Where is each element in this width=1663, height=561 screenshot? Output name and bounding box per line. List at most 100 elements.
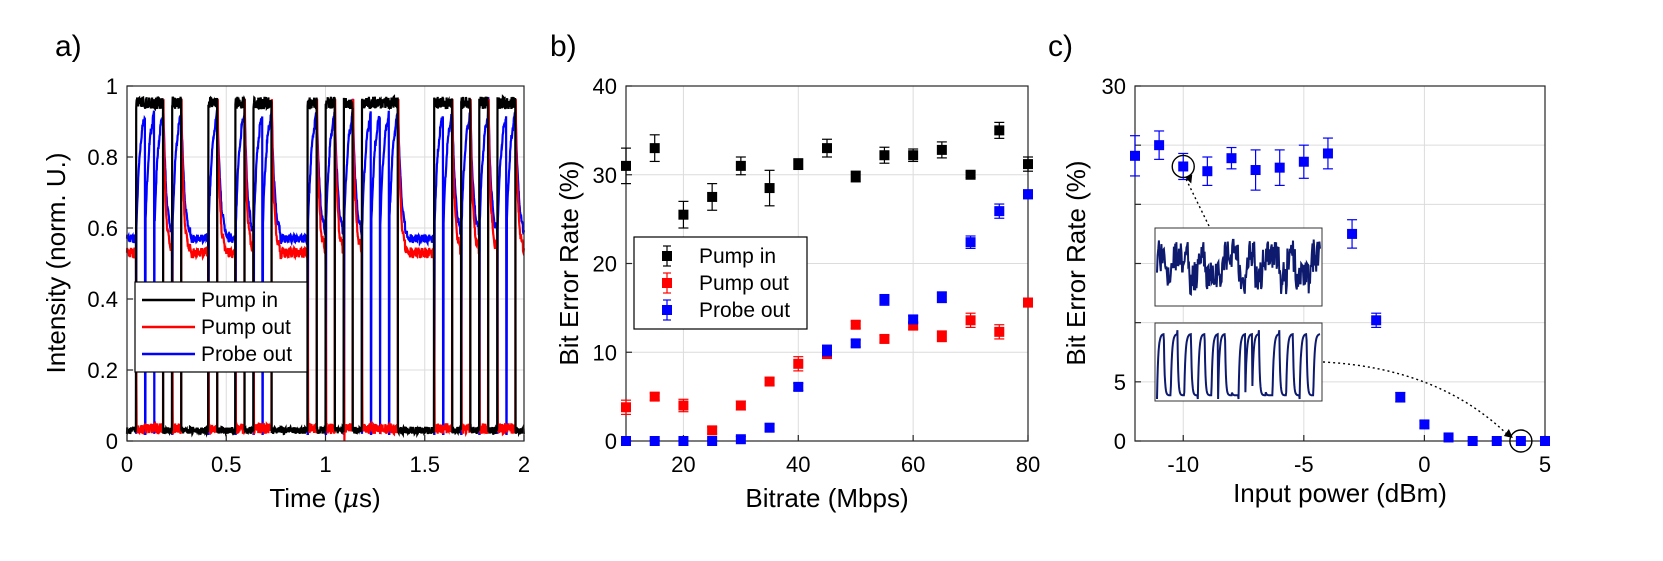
legend-label-b-pump-out: Pump out	[699, 272, 789, 295]
point-probe-out	[1298, 156, 1309, 167]
point-pump-out	[764, 376, 775, 387]
x-tick-label: 80	[1016, 452, 1040, 477]
x-tick-label: 2	[518, 452, 530, 477]
point-probe-out	[621, 436, 631, 446]
point-pump-in	[994, 125, 1005, 136]
x-tick-label: 60	[901, 452, 925, 477]
arrowhead	[1503, 429, 1513, 438]
point-probe-out	[908, 314, 919, 325]
arrowhead	[1185, 174, 1193, 184]
point-pump-in	[965, 169, 976, 180]
point-pump-in	[735, 160, 746, 171]
point-probe-out	[1419, 419, 1430, 430]
point-pump-in	[1023, 159, 1033, 170]
y-tick-label: 0.4	[87, 287, 118, 312]
point-probe-out	[1347, 228, 1358, 239]
point-probe-out	[1250, 165, 1261, 176]
point-pump-in	[879, 150, 890, 161]
point-pump-in	[649, 143, 660, 154]
x-tick-label: -10	[1167, 452, 1199, 477]
highlight-circle	[1509, 429, 1533, 453]
legend-marker-pump-out	[662, 272, 672, 294]
clean-trace-inset	[1154, 322, 1323, 402]
y-tick-label: 30	[1102, 74, 1126, 99]
point-probe-out	[822, 345, 832, 356]
x-tick-label: 0	[1418, 452, 1430, 477]
x-tick-label: -5	[1294, 452, 1314, 477]
point-pump-out	[879, 333, 890, 344]
y-tick-label: 0.6	[87, 216, 118, 241]
point-probe-out	[1274, 162, 1285, 173]
point-probe-out	[707, 436, 718, 446]
panel-c-y-label: Bit Error Rate (%)	[1061, 160, 1091, 365]
point-probe-out	[1130, 150, 1140, 161]
legend-label-probe-out: Probe out	[201, 343, 292, 366]
point-pump-in	[850, 171, 861, 182]
point-pump-out	[649, 391, 660, 402]
legend-label-b-pump-in: Pump in	[699, 245, 776, 268]
point-pump-in	[621, 160, 631, 171]
arrow-to-clean-point	[1322, 361, 1510, 437]
point-probe-out	[793, 381, 804, 392]
panel-b-legend: Pump in Pump out Probe out	[633, 236, 808, 330]
x-tick-label: 1	[319, 452, 331, 477]
panel-c-ticks: -10 -5 0 5 0 5 30	[1102, 74, 1552, 477]
point-probe-out	[1443, 432, 1454, 443]
x-tick-label: 20	[671, 452, 695, 477]
panel-c-points	[1130, 130, 1550, 446]
panel-c-title: c)	[1048, 30, 1073, 63]
point-probe-out	[965, 237, 976, 248]
point-pump-out	[936, 331, 947, 342]
point-probe-out	[1540, 436, 1550, 446]
panel-a-legend: Pump in Pump out Probe out	[134, 281, 308, 373]
point-probe-out	[735, 434, 746, 445]
point-probe-out	[1491, 436, 1502, 446]
point-pump-out	[735, 400, 746, 411]
y-tick-label: 1	[106, 74, 118, 99]
point-probe-out	[764, 422, 775, 433]
point-pump-out	[994, 326, 1005, 337]
panel-c-x-label: Input power (dBm)	[1233, 478, 1447, 508]
y-tick-label: 0	[1114, 429, 1126, 454]
y-tick-label: 0.2	[87, 358, 118, 383]
panel-b: b) 20 40 60 80 0 10 20 30 40 Bitrate (Mbps) Bit …	[550, 30, 1040, 513]
point-probe-out	[1226, 153, 1237, 164]
point-pump-out	[850, 319, 861, 330]
point-pump-out	[707, 425, 718, 436]
panel-b-ticks: 20 40 60 80 0 10 20 30 40	[593, 74, 1041, 477]
point-pump-out	[1023, 297, 1033, 308]
highlight-circle	[1171, 154, 1195, 179]
panel-b-title: b)	[550, 30, 577, 63]
panel-a-ticks: 0 0.5 1 1.5 2 0 0.2 0.4 0.6 0.8 1	[87, 74, 530, 477]
point-pump-in	[822, 143, 832, 154]
point-pump-out	[965, 315, 976, 326]
clean-trace	[1156, 330, 1321, 400]
point-pump-out	[621, 402, 631, 413]
panel-b-y-label: Bit Error Rate (%)	[554, 160, 584, 365]
point-pump-out	[793, 358, 804, 369]
point-probe-out	[1395, 392, 1406, 403]
y-tick-label: 30	[593, 163, 617, 188]
y-tick-label: 10	[593, 340, 617, 365]
y-tick-label: 0.8	[87, 145, 118, 170]
point-pump-in	[764, 183, 775, 194]
y-tick-label: 40	[593, 74, 617, 99]
x-tick-label: 40	[786, 452, 810, 477]
point-probe-out	[879, 294, 890, 305]
point-probe-out	[1322, 148, 1333, 159]
point-pump-in	[793, 159, 804, 170]
y-tick-label: 0	[605, 429, 617, 454]
legend-label-b-probe-out: Probe out	[699, 299, 790, 322]
point-probe-out	[1371, 315, 1382, 326]
panel-a-traces	[125, 94, 526, 442]
legend-marker-pump-in	[662, 245, 672, 267]
x-tick-label: 0	[121, 452, 133, 477]
point-probe-out	[678, 436, 689, 446]
x-tick-label: 1.5	[409, 452, 440, 477]
point-pump-out	[908, 320, 919, 331]
panel-a: a) 0 0.5 1 1.5 2 0 0.2 0.4 0.6 0.8 1 Time (μs) Int…	[41, 30, 530, 514]
point-probe-out	[649, 436, 660, 446]
panel-a-x-label: Time (μs)	[269, 483, 380, 514]
y-tick-label: 5	[1114, 370, 1126, 395]
